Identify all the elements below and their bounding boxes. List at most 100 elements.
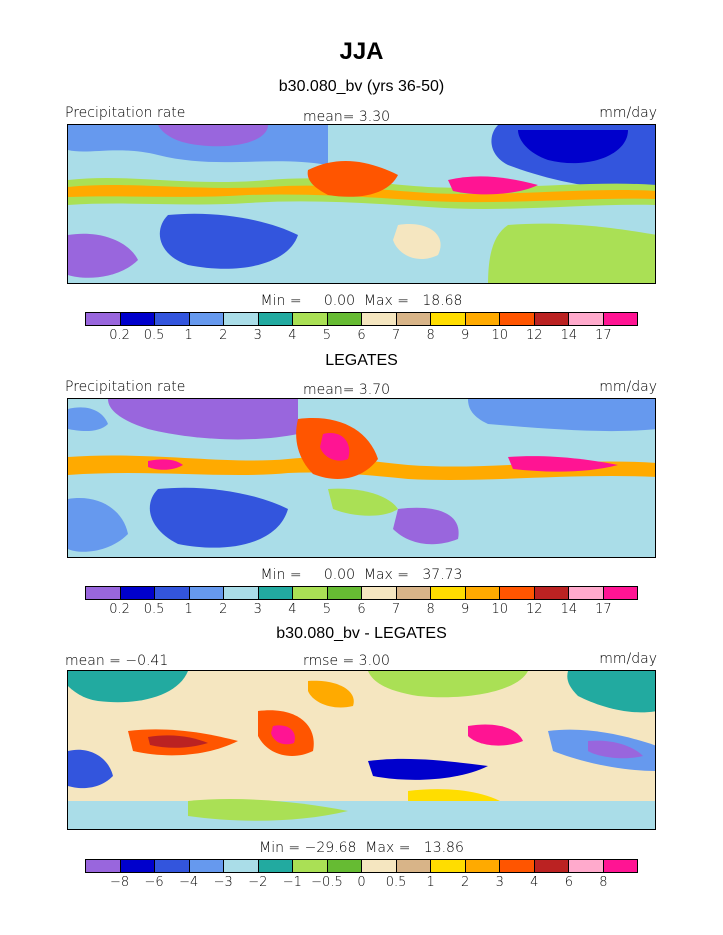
panel-2-colorbar <box>85 586 638 600</box>
colorbar-tick-label: 6 <box>357 328 366 343</box>
colorbar-swatch <box>500 860 535 872</box>
colorbar-swatch <box>86 313 121 325</box>
colorbar-tick-label: 8 <box>599 875 608 890</box>
panel-3-colorbar <box>85 859 638 873</box>
colorbar-swatch <box>86 860 121 872</box>
colorbar-swatch <box>396 587 431 599</box>
panel-2-mean-label: mean= 3.70 <box>303 382 391 398</box>
colorbar-swatch <box>293 860 328 872</box>
panel-3-map <box>67 670 656 830</box>
colorbar-tick-label: 4 <box>288 602 297 617</box>
panel-1-minmax: Min = 0.00 Max = 18.68 <box>260 293 463 309</box>
colorbar-tick-label: 10 <box>491 602 509 617</box>
colorbar-swatch <box>258 313 293 325</box>
colorbar-tick-label: −4 <box>179 875 199 890</box>
colorbar-tick-label: 0.5 <box>385 875 407 890</box>
colorbar-tick-label: 0.2 <box>109 602 130 617</box>
panel-3-rmse-label: rmse = 3.00 <box>303 653 390 669</box>
colorbar-swatch <box>569 313 604 325</box>
panel-2-units-label: mm/day <box>599 379 657 395</box>
colorbar-tick-label: 1 <box>184 328 193 343</box>
colorbar-swatch <box>189 860 224 872</box>
colorbar-swatch <box>155 860 190 872</box>
colorbar-tick-label: 0.2 <box>109 328 130 343</box>
colorbar-swatch <box>327 860 362 872</box>
panel-1-colorbar-ticks: 0.2 0.5 1 2 3 4 5 6 7 8 9 10 12 14 17 <box>85 328 638 344</box>
colorbar-swatch <box>465 313 500 325</box>
colorbar-tick-label: 14 <box>560 602 578 617</box>
colorbar-swatch <box>327 587 362 599</box>
colorbar-swatch <box>293 313 328 325</box>
colorbar-tick-label: 2 <box>219 602 228 617</box>
colorbar-tick-label: 1 <box>426 875 435 890</box>
colorbar-swatch <box>465 860 500 872</box>
colorbar-swatch <box>155 587 190 599</box>
colorbar-swatch <box>603 587 637 599</box>
colorbar-tick-label: −1 <box>282 875 302 890</box>
colorbar-swatch <box>431 313 466 325</box>
colorbar-swatch <box>500 313 535 325</box>
colorbar-swatch <box>155 313 190 325</box>
colorbar-swatch <box>569 587 604 599</box>
panel-1-units-label: mm/day <box>599 105 657 121</box>
colorbar-swatch <box>465 587 500 599</box>
colorbar-tick-label: 1 <box>184 602 193 617</box>
panel-2-minmax: Min = 0.00 Max = 37.73 <box>260 567 463 583</box>
colorbar-swatch <box>224 860 259 872</box>
panel-3-units-label: mm/day <box>599 651 657 667</box>
colorbar-swatch <box>396 313 431 325</box>
colorbar-tick-label: 6 <box>357 602 366 617</box>
colorbar-tick-label: 4 <box>288 328 297 343</box>
panel-2-colorbar-ticks: 0.2 0.5 1 2 3 4 5 6 7 8 9 10 12 14 17 <box>85 602 638 618</box>
colorbar-tick-label: 4 <box>530 875 539 890</box>
colorbar-tick-label: 12 <box>526 328 543 343</box>
panel-2-title: LEGATES <box>325 352 398 369</box>
colorbar-swatch <box>189 313 224 325</box>
colorbar-swatch <box>603 860 637 872</box>
colorbar-tick-label: 8 <box>426 328 435 343</box>
season-title: JJA <box>339 38 384 65</box>
colorbar-tick-label: 9 <box>461 602 470 617</box>
colorbar-swatch <box>534 587 569 599</box>
colorbar-tick-label: 17 <box>595 328 612 343</box>
colorbar-tick-label: 7 <box>391 328 401 343</box>
colorbar-tick-label: 7 <box>391 602 401 617</box>
colorbar-tick-label: 9 <box>461 328 470 343</box>
colorbar-tick-label: 5 <box>322 328 332 343</box>
colorbar-tick-label: −0.5 <box>311 875 343 890</box>
colorbar-tick-label: 14 <box>560 328 578 343</box>
colorbar-tick-label: 12 <box>526 602 543 617</box>
colorbar-tick-label: 3 <box>253 602 262 617</box>
colorbar-swatch <box>258 587 293 599</box>
colorbar-swatch <box>603 313 637 325</box>
colorbar-swatch <box>120 587 155 599</box>
colorbar-swatch <box>258 860 293 872</box>
colorbar-tick-label: 0 <box>357 875 366 890</box>
colorbar-tick-label: 6 <box>564 875 574 890</box>
panel-3-colorbar-ticks: −8 −6 −4 −3 −2 −1 −0.5 0 0.5 1 2 3 4 6 8 <box>85 875 638 891</box>
colorbar-tick-label: 3 <box>253 328 262 343</box>
colorbar-tick-label: 8 <box>426 602 435 617</box>
colorbar-swatch <box>327 313 362 325</box>
colorbar-swatch <box>362 860 397 872</box>
colorbar-swatch <box>224 313 259 325</box>
colorbar-swatch <box>86 587 121 599</box>
panel-1-map <box>67 124 656 284</box>
colorbar-swatch <box>293 587 328 599</box>
colorbar-swatch <box>534 860 569 872</box>
panel-1-colorbar <box>85 312 638 326</box>
colorbar-swatch <box>120 313 155 325</box>
colorbar-swatch <box>396 860 431 872</box>
colorbar-swatch <box>569 860 604 872</box>
colorbar-swatch <box>120 860 155 872</box>
colorbar-tick-label: 5 <box>322 602 332 617</box>
colorbar-swatch <box>431 587 466 599</box>
colorbar-swatch <box>224 587 259 599</box>
colorbar-tick-label: 17 <box>595 602 612 617</box>
colorbar-tick-label: −8 <box>109 875 130 890</box>
panel-3-mean-label: mean = −0.41 <box>65 653 169 669</box>
colorbar-tick-label: 0.5 <box>143 328 165 343</box>
colorbar-swatch <box>431 860 466 872</box>
panel-1-mean-label: mean= 3.30 <box>303 109 391 125</box>
colorbar-tick-label: −3 <box>213 875 233 890</box>
